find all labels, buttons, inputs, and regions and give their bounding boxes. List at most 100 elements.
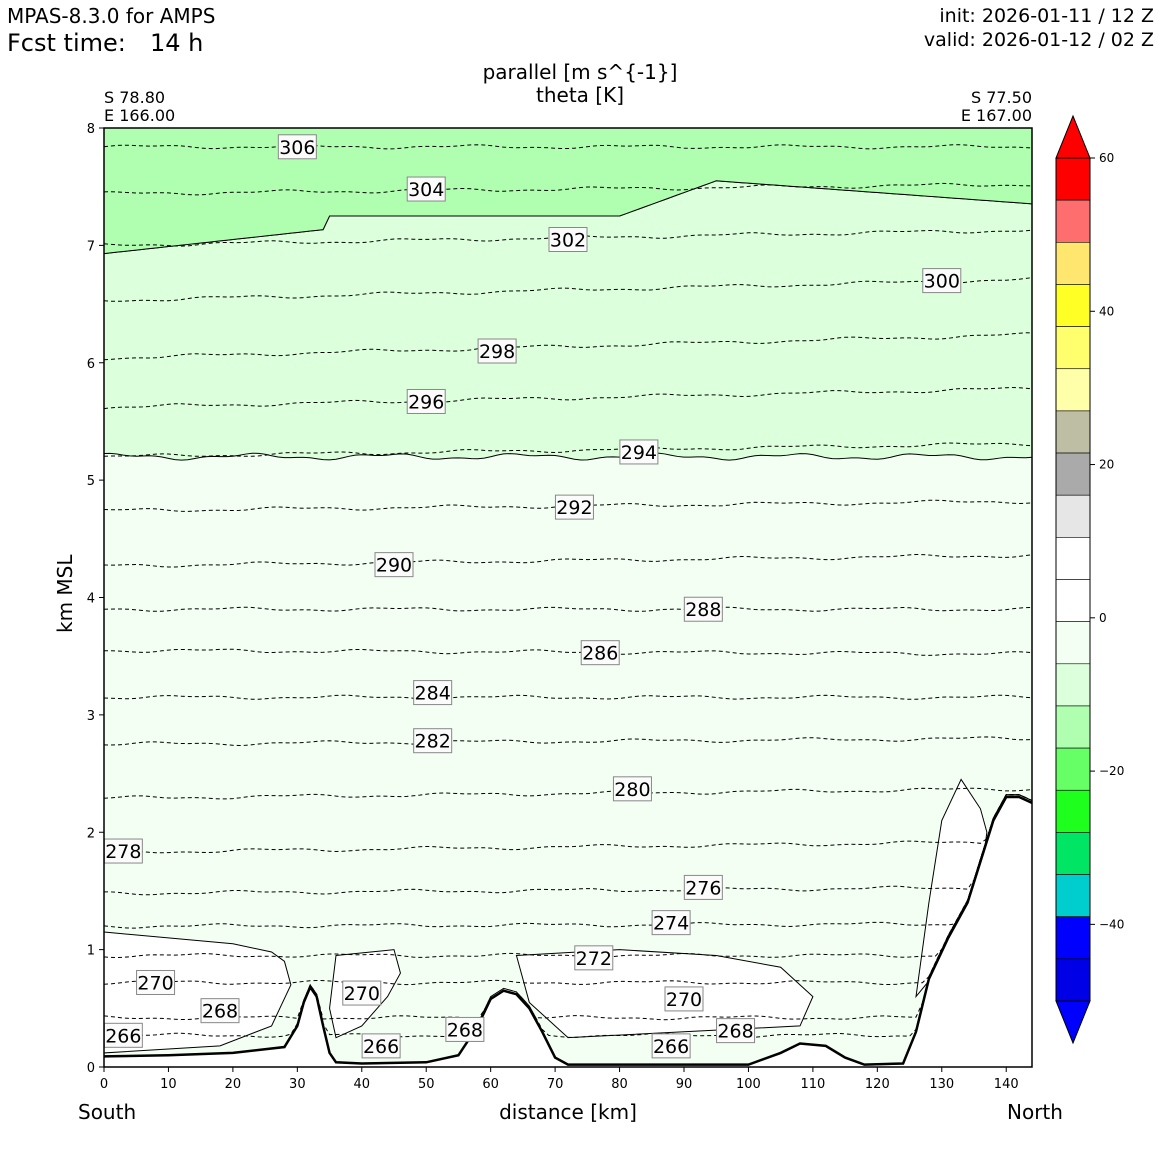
colorbar-segment bbox=[1055, 242, 1091, 285]
colorbar-segment bbox=[1055, 579, 1091, 622]
theta-contour-288 bbox=[103, 606, 1033, 612]
contour-label-text: 270 bbox=[666, 989, 702, 1011]
contour-label-text: 266 bbox=[363, 1036, 399, 1058]
terrain-profile bbox=[103, 795, 1033, 1067]
contour-label-box bbox=[103, 838, 143, 864]
contour-label-text: 298 bbox=[479, 341, 515, 363]
theta-contour-296 bbox=[103, 386, 1033, 410]
colorbar-extend-min bbox=[1055, 1000, 1091, 1045]
theta-contour-276 bbox=[104, 794, 1033, 896]
contour-label-306: 306 bbox=[277, 134, 317, 160]
contour-label-text: 266 bbox=[105, 1025, 141, 1047]
colorbar-segment bbox=[1055, 874, 1091, 917]
x-tick-label: 110 bbox=[800, 1077, 825, 1092]
contour-label-text: 286 bbox=[582, 643, 618, 665]
x-tick-label: 0 bbox=[100, 1077, 108, 1092]
contour-label-text: 292 bbox=[556, 497, 592, 519]
contour-label-text: 284 bbox=[415, 683, 451, 705]
contour-label-288: 288 bbox=[683, 596, 723, 622]
colorbar-frame bbox=[1055, 157, 1091, 1002]
contour-label-text: 268 bbox=[447, 1019, 483, 1041]
contour-label-text: 288 bbox=[685, 599, 721, 621]
colorbar-tick-label: 40 bbox=[1099, 304, 1114, 318]
contour-label-box bbox=[342, 980, 382, 1006]
contour-label-text: 268 bbox=[717, 1021, 753, 1043]
south-label: South bbox=[78, 1100, 137, 1124]
colorbar-tick-label: 20 bbox=[1099, 458, 1114, 472]
contour-label-270: 270 bbox=[664, 986, 704, 1012]
contour-label-text: 302 bbox=[550, 230, 586, 252]
y-tick-label: 8 bbox=[87, 122, 95, 137]
theta-contour-284 bbox=[103, 694, 1033, 700]
y-tick-label: 3 bbox=[87, 709, 95, 724]
contour-label-text: 296 bbox=[408, 391, 444, 413]
contour-label-290: 290 bbox=[374, 552, 414, 578]
contour-label-text: 280 bbox=[614, 779, 650, 801]
y-tick-label: 0 bbox=[87, 1061, 95, 1076]
contour-label-text: 294 bbox=[621, 442, 657, 464]
x-tick-label: 70 bbox=[547, 1077, 564, 1092]
y-tick-label: 4 bbox=[87, 592, 95, 607]
contour-label-302: 302 bbox=[548, 227, 588, 253]
colorbar-segment bbox=[1055, 368, 1091, 412]
colorbar-segment bbox=[1055, 621, 1091, 665]
contour-label-box bbox=[683, 596, 723, 622]
right-end-coordinates: S 77.50 E 167.00 bbox=[961, 89, 1032, 125]
contour-label-box bbox=[651, 910, 691, 936]
y-tick-label: 5 bbox=[87, 474, 95, 489]
contour-label-300: 300 bbox=[922, 268, 962, 294]
left-end-lon: E 166.00 bbox=[104, 106, 176, 125]
contour-label-box bbox=[619, 439, 659, 465]
contour-label-text: 270 bbox=[137, 972, 173, 994]
x-tick-label: 10 bbox=[160, 1077, 177, 1092]
colorbar-segment bbox=[1055, 537, 1091, 580]
colorbar-segment bbox=[1055, 452, 1091, 496]
x-tick-label: 90 bbox=[676, 1077, 693, 1092]
left-end-coordinates: S 78.80 E 166.00 bbox=[104, 89, 175, 125]
contour-label-text: 304 bbox=[408, 179, 444, 201]
contour-label-266: 266 bbox=[361, 1033, 401, 1059]
y-tick-label: 7 bbox=[87, 239, 95, 254]
theta-contour-270 bbox=[103, 794, 1033, 986]
contour-label-274: 274 bbox=[651, 910, 691, 936]
contour-label-292: 292 bbox=[554, 494, 594, 520]
y-tick-label: 2 bbox=[87, 826, 95, 841]
contour-label-box bbox=[651, 1033, 691, 1059]
fill-region-m10-to-m15 bbox=[103, 127, 1033, 255]
contour-label-text: 306 bbox=[279, 137, 315, 159]
contour-label-276: 276 bbox=[683, 874, 723, 900]
forecast-time-value: 14 h bbox=[150, 29, 204, 57]
contour-label-text: 278 bbox=[105, 841, 141, 863]
contour-label-box bbox=[612, 776, 652, 802]
contour-label-272: 272 bbox=[574, 945, 614, 971]
contour-label-box bbox=[406, 388, 446, 414]
contour-label-298: 298 bbox=[477, 338, 517, 364]
contour-label-266: 266 bbox=[651, 1033, 691, 1059]
init-time: init: 2026-01-11 / 12 Z bbox=[939, 5, 1154, 27]
colorbar-tick-label: −40 bbox=[1099, 917, 1124, 931]
colorbar-tick-label: −20 bbox=[1099, 764, 1124, 778]
contour-label-294: 294 bbox=[619, 439, 659, 465]
contour-label-box bbox=[406, 176, 446, 202]
contour-label-box bbox=[716, 1018, 756, 1044]
contour-label-text: 272 bbox=[576, 948, 612, 970]
contour-label-268: 268 bbox=[200, 998, 240, 1024]
colorbar-tick-label: 0 bbox=[1099, 611, 1107, 625]
theta-contour-274 bbox=[103, 794, 1033, 929]
contour-label-box bbox=[477, 338, 517, 364]
contour-label-304: 304 bbox=[406, 176, 446, 202]
colorbar-segment bbox=[1055, 832, 1091, 875]
left-end-lat: S 78.80 bbox=[104, 88, 166, 107]
theta-contour-298 bbox=[103, 332, 1033, 361]
model-title: MPAS-8.3.0 for AMPS bbox=[7, 4, 216, 28]
contour-label-box bbox=[580, 640, 620, 666]
plot-axes: 0 10 20 30 40 50 60 70 80 90 100 110 120 130 140 0 1 2 3 4 5… bbox=[87, 122, 1033, 1092]
x-tick-label: 120 bbox=[865, 1077, 890, 1092]
colorbar-segment bbox=[1055, 663, 1091, 707]
x-tick-label: 40 bbox=[354, 1077, 371, 1092]
contour-label-box bbox=[200, 998, 240, 1024]
contour-label-296: 296 bbox=[406, 388, 446, 414]
theta-contour-300 bbox=[103, 277, 1033, 302]
colorbar-segment bbox=[1055, 410, 1091, 454]
near-zero-wind-region bbox=[103, 931, 292, 1054]
